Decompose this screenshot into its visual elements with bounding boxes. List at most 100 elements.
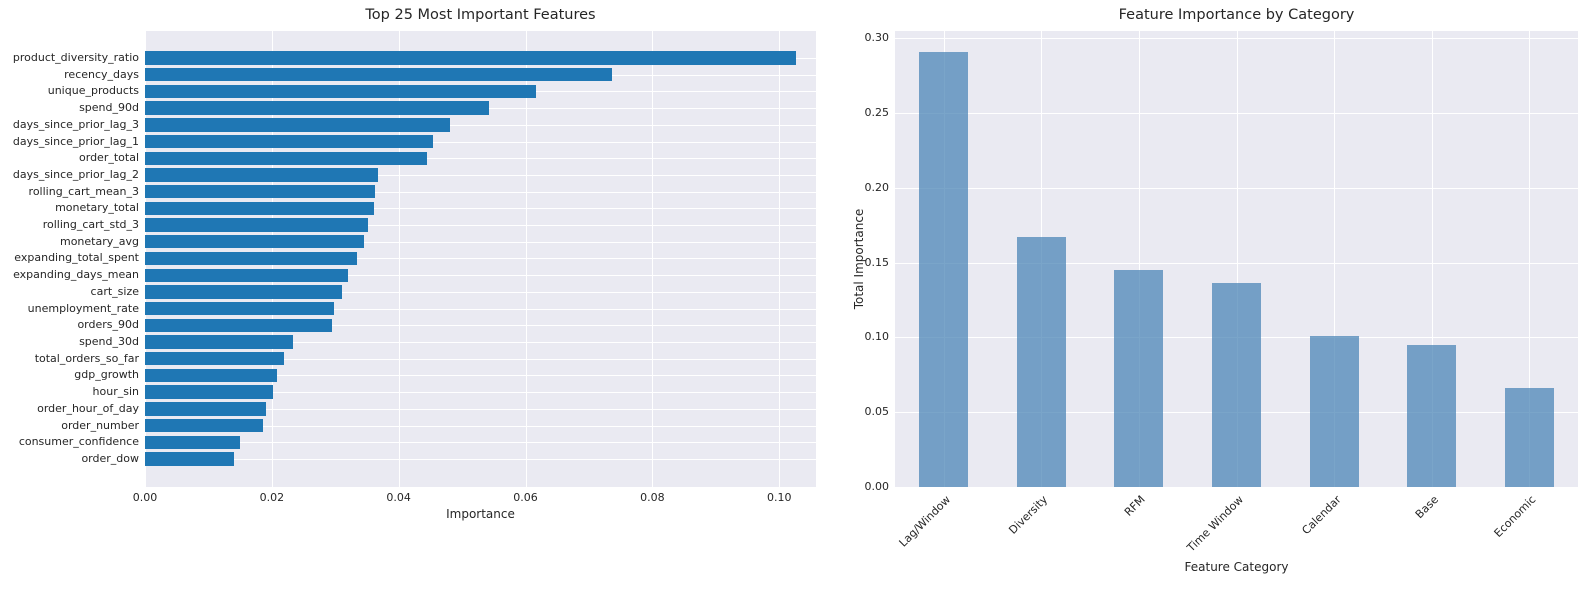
x-tick-label: Time Window [1184,493,1246,555]
y-tick-label: 0.20 [864,180,890,194]
bar [145,418,263,433]
x-tick-label: 0.06 [513,491,538,504]
y-tick-label: order_total [79,151,139,165]
gridline [1334,31,1336,487]
gridline [145,308,816,310]
bar [145,385,274,399]
bar [145,68,612,82]
bar [145,184,376,199]
y-tick-label: consumer_confidence [18,435,139,449]
y-tick-label: expanding_days_mean [13,268,139,282]
bar [1309,335,1359,487]
bar [145,435,241,449]
gridline [145,258,816,260]
x-tick-label: 0.08 [640,491,665,504]
y-tick-label: unemployment_rate [27,301,139,315]
y-tick-label: 0.05 [864,405,890,419]
y-tick-label: cart_size [90,284,139,298]
x-tick-label: Economic [1491,493,1539,540]
x-axis-label: Feature Category [1184,560,1289,574]
y-tick-label: order_hour_of_day [37,401,139,415]
bar [145,402,267,416]
gridline [145,358,816,360]
bar [145,218,368,232]
gridline [145,225,816,227]
bar [145,51,797,65]
bar [145,452,235,466]
x-tick-label: RFM [1122,493,1149,519]
x-tick-label: 0.00 [132,491,158,504]
gridline [145,158,816,160]
y-tick-label: 0.30 [864,31,890,45]
gridline [145,291,816,293]
bar [145,301,334,316]
bar [1504,388,1554,487]
gridline [145,241,816,243]
bar [145,335,294,349]
gridline [145,392,816,394]
bar [145,268,348,282]
y-tick-label: order_dow [81,451,139,465]
gridline [145,141,816,143]
y-tick-label: days_since_prior_lag_2 [12,167,139,181]
bar [145,84,536,99]
y-tick-label: hour_sin [92,385,139,399]
gridline [145,408,816,410]
x-tick-label: 0.10 [766,491,792,504]
y-tick-label: product_diversity_ratio [12,51,139,64]
y-tick-label: monetary_total [55,201,139,215]
gridline [145,174,816,176]
bar [145,201,374,216]
bar [145,318,333,333]
y-tick-label: rolling_cart_std_3 [42,218,139,232]
gridline [145,442,816,444]
y-tick-label: monetary_avg [59,234,139,248]
y-tick-label: 0.00 [864,480,890,493]
y-tick-label: spend_90d [79,101,139,115]
gridline [145,208,816,210]
bar [145,251,358,266]
gridline [1138,31,1140,487]
y-tick-label: 0.10 [864,330,890,344]
y-tick-label: total_orders_so_far [34,351,139,365]
gridline [145,325,816,327]
gridline [145,458,816,460]
bar [1212,283,1261,487]
x-tick-label: Calendar [1299,493,1344,538]
plot-area [145,31,816,487]
gridline [145,375,816,377]
x-axis-tick-labels: 0.00 0.02 0.04 0.06 0.08 0.10 [133,490,816,510]
plot-area [895,31,1578,487]
bar [145,101,489,115]
y-tick-label: expanding_total_spent [14,251,139,265]
gridline [145,275,816,277]
x-tick-label: Diversity [1006,493,1051,537]
gridline [1236,31,1238,487]
y-tick-label: orders_90d [77,318,139,332]
gridline [1431,31,1433,487]
bar [145,285,343,299]
bar [919,51,969,487]
gridline [145,425,816,427]
bar [145,134,433,149]
y-tick-label: gdp_growth [74,368,139,382]
y-tick-label: unique_products [47,84,139,98]
bar [145,235,365,249]
bar [145,368,277,383]
y-tick-label: recency_days [64,67,139,81]
x-axis-label: Importance [446,507,515,521]
gridline [145,191,816,193]
bar [145,118,451,132]
gridline [145,124,816,126]
bar [145,352,284,366]
y-axis-label: Total Importance [852,208,866,310]
gridline [1529,31,1531,487]
y-tick-label: 0.15 [864,255,890,269]
x-tick-label: 0.04 [386,491,411,504]
x-tick-label: 0.02 [259,491,285,504]
y-tick-label: 0.25 [864,105,890,119]
y-tick-label: rolling_cart_mean_3 [28,184,139,198]
